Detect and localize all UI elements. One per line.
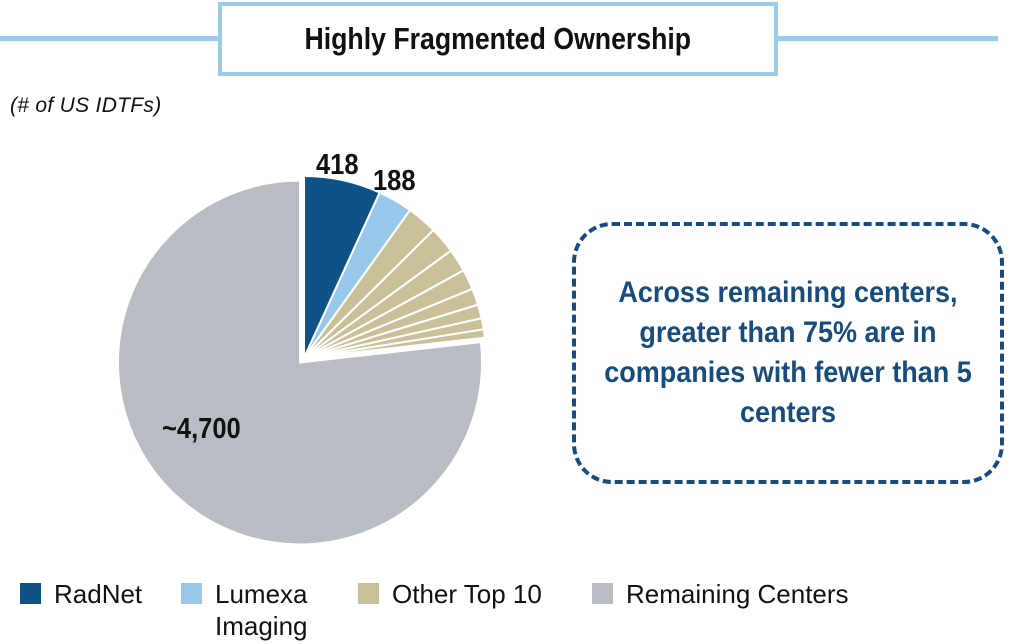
- data-label-lumexa-imaging: 188: [373, 163, 416, 196]
- legend-swatch-other-top-10: [358, 583, 379, 604]
- legend-item-radnet: RadNet: [20, 578, 142, 610]
- data-label-radnet: 418: [316, 147, 359, 180]
- legend-swatch-remaining: [592, 583, 613, 604]
- legend-swatch-lumexa: [181, 583, 202, 604]
- callout-box: Across remaining centers, greater than 7…: [572, 222, 1004, 484]
- legend-item-remaining: Remaining Centers: [592, 578, 849, 610]
- pie-slice-remaining-centers-10: [117, 179, 483, 546]
- legend-label-lumexa: Lumexa Imaging: [215, 579, 308, 641]
- callout-text: Across remaining centers, greater than 7…: [604, 276, 972, 429]
- chart-legend: RadNet Lumexa Imaging Other Top 10 Remai…: [0, 578, 1016, 644]
- data-label-remaining-centers: ~4,700: [162, 411, 241, 444]
- legend-item-lumexa: Lumexa Imaging: [181, 578, 341, 642]
- legend-label-other-top-10: Other Top 10: [392, 579, 542, 609]
- title-box: Highly Fragmented Ownership: [218, 2, 778, 76]
- legend-label-radnet: RadNet: [54, 579, 143, 609]
- title-rule-right: [776, 36, 998, 41]
- legend-item-other-top-10: Other Top 10: [358, 578, 542, 610]
- chart-subtitle: (# of US IDTFs): [10, 94, 162, 117]
- title-rule-left: [0, 36, 218, 41]
- chart-title: Highly Fragmented Ownership: [304, 21, 692, 56]
- legend-label-remaining: Remaining Centers: [626, 579, 849, 609]
- pie-slice-other-top-10-9: [303, 328, 486, 359]
- legend-swatch-radnet: [20, 583, 41, 604]
